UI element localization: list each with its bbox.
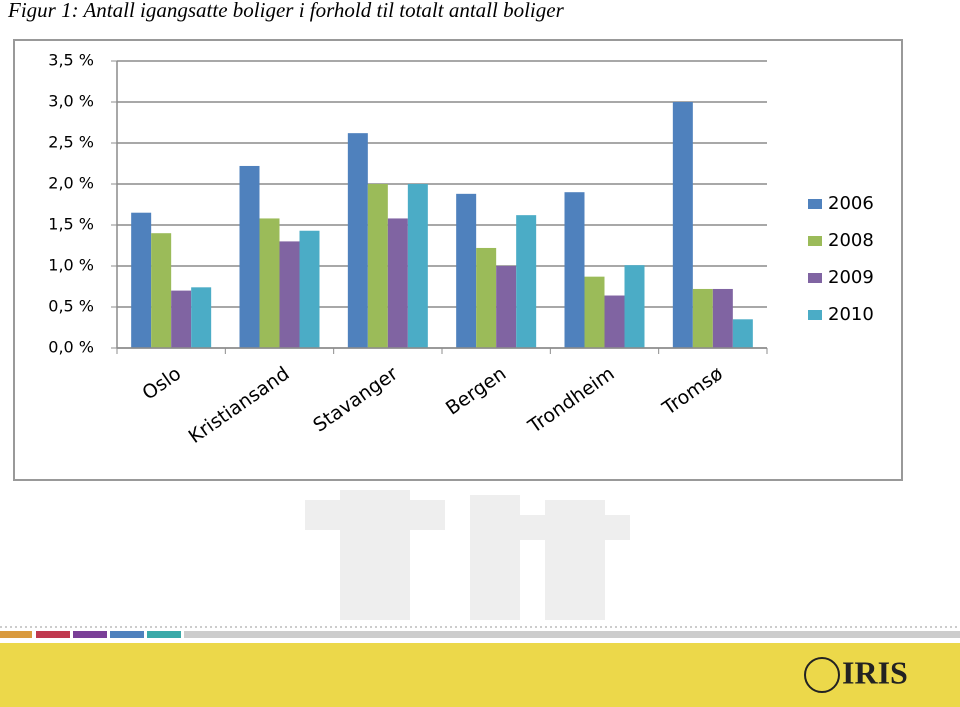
bar bbox=[672, 102, 693, 348]
bar bbox=[692, 288, 713, 348]
legend-swatch bbox=[808, 236, 822, 246]
bar bbox=[171, 290, 192, 348]
bar bbox=[496, 266, 517, 348]
bar bbox=[239, 165, 260, 348]
bar bbox=[732, 319, 753, 348]
figure-title: Figur 1: Antall igangsatte boliger i for… bbox=[7, 0, 565, 22]
bar bbox=[712, 288, 733, 348]
bar bbox=[456, 193, 477, 348]
legend-swatch bbox=[808, 310, 822, 320]
color-strip bbox=[0, 631, 960, 638]
legend-label: 2009 bbox=[828, 267, 874, 288]
y-tick-label: 1,0 % bbox=[48, 256, 94, 275]
legend-label: 2006 bbox=[828, 193, 874, 214]
bar bbox=[624, 265, 645, 348]
bar bbox=[584, 276, 605, 348]
legend-swatch bbox=[808, 273, 822, 283]
x-tick-label: Kristiansand bbox=[185, 363, 294, 448]
x-tick-label: Bergen bbox=[442, 363, 510, 420]
bar bbox=[299, 230, 320, 348]
bar bbox=[347, 133, 368, 348]
x-tick-label: Oslo bbox=[138, 363, 185, 405]
x-tick-label: Stavanger bbox=[309, 362, 402, 436]
legend-swatch bbox=[808, 199, 822, 209]
bar bbox=[191, 287, 212, 348]
legend-label: 2010 bbox=[828, 304, 874, 325]
y-tick-label: 3,5 % bbox=[48, 51, 94, 70]
bar bbox=[604, 295, 625, 348]
bar bbox=[151, 233, 172, 348]
y-tick-label: 2,5 % bbox=[48, 133, 94, 152]
x-tick-label: Tromsø bbox=[658, 363, 727, 421]
bar bbox=[131, 212, 152, 348]
bar bbox=[564, 192, 585, 348]
y-tick-label: 0,0 % bbox=[48, 338, 94, 357]
chart-frame bbox=[13, 39, 903, 481]
logo-mark bbox=[804, 657, 840, 693]
y-tick-label: 3,0 % bbox=[48, 92, 94, 111]
watermark bbox=[305, 490, 630, 620]
y-tick-label: 2,0 % bbox=[48, 174, 94, 193]
bar bbox=[367, 184, 388, 348]
logo-text: IRIS bbox=[842, 654, 908, 690]
bar bbox=[476, 247, 497, 348]
bar bbox=[387, 218, 408, 348]
bar bbox=[259, 218, 280, 348]
bar bbox=[279, 241, 300, 348]
footer-band bbox=[0, 643, 960, 707]
y-tick-label: 0,5 % bbox=[48, 297, 94, 316]
y-tick-label: 1,5 % bbox=[48, 215, 94, 234]
bar bbox=[516, 215, 537, 348]
legend-label: 2008 bbox=[828, 230, 874, 251]
x-tick-label: Trondheim bbox=[524, 363, 619, 439]
bar bbox=[407, 184, 428, 348]
